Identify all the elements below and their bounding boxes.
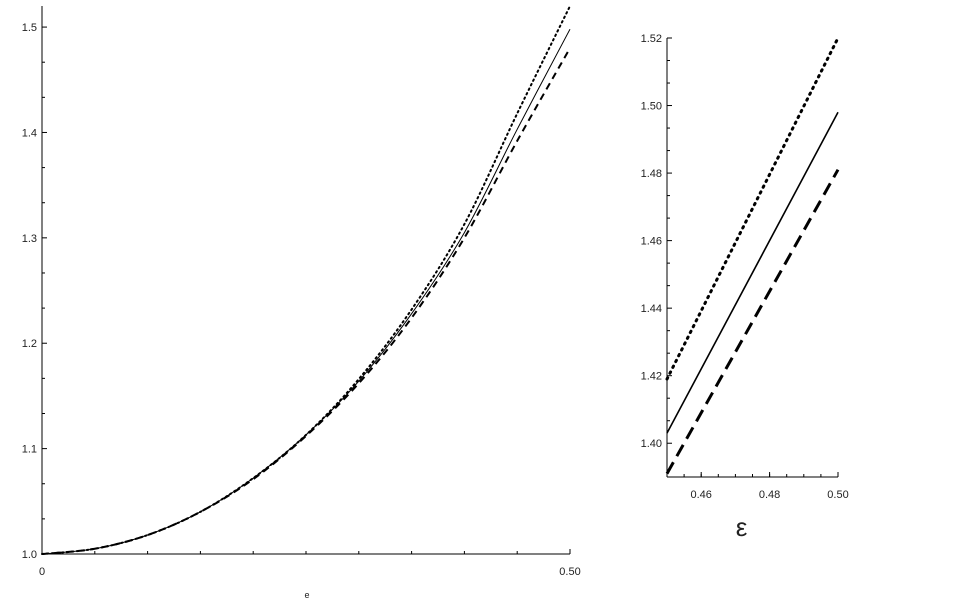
series-line-dotted	[665, 36, 840, 381]
inset-chart: 1.40 1.42 1.44 1.46 1.48 1.50 1.52 0.46 0.48 0.50…	[641, 33, 849, 542]
x-tick-label: 0	[39, 566, 45, 578]
y-tick-label: 1.40	[641, 438, 662, 450]
series-line-dotted	[41, 5, 571, 555]
y-tick-label: 1.50	[641, 101, 662, 113]
x-tick-label: 0.50	[827, 489, 848, 501]
series-line-solid	[666, 111, 839, 434]
y-tick-label: 1.5	[22, 22, 37, 34]
series-line-dashed	[41, 47, 571, 555]
y-tick-label: 1.0	[22, 549, 37, 561]
y-tick-label: 1.3	[22, 233, 37, 245]
x-tick-label: 0.46	[690, 489, 711, 501]
y-tick-label: 1.42	[641, 371, 662, 383]
series-line-solid	[41, 28, 571, 555]
x-axis-label: ε	[736, 512, 748, 542]
y-tick-label: 1.52	[641, 33, 662, 45]
x-axis-label: e	[304, 590, 309, 600]
main-chart: 1.0 1.1 1.2 1.3 1.4 1.5 0 0.50 e	[22, 5, 581, 600]
y-tick-label: 1.4	[22, 127, 37, 139]
x-tick-label: 0.48	[759, 489, 780, 501]
y-tick-label: 1.48	[641, 168, 662, 180]
x-tick-label: 0.50	[559, 566, 580, 578]
y-tick-label: 1.46	[641, 236, 662, 248]
y-tick-label: 1.44	[641, 303, 662, 315]
series-line-dashed	[665, 168, 840, 475]
y-tick-label: 1.2	[22, 338, 37, 350]
y-tick-label: 1.1	[22, 444, 37, 456]
